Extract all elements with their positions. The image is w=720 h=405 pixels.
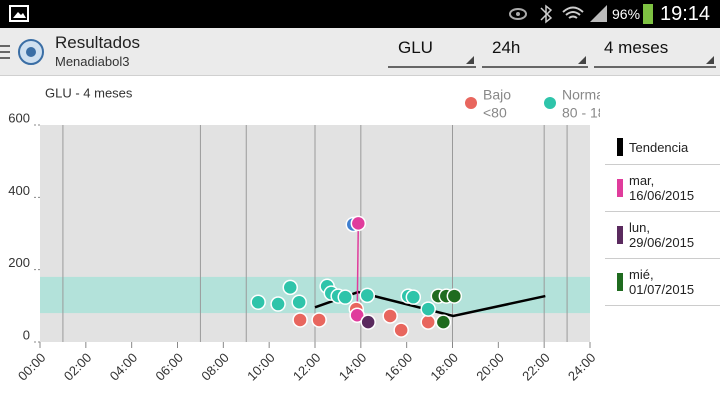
data-point <box>250 294 266 310</box>
x-tick-label: 04:00 <box>107 350 141 384</box>
x-tick-label: 06:00 <box>152 350 186 384</box>
battery-level: 96% <box>612 6 641 22</box>
chart-title: GLU - 4 meses <box>45 85 133 100</box>
app-bar: Resultados Menadiabol3 GLU 24h 4 meses <box>0 28 720 76</box>
x-tick-label: 22:00 <box>519 350 553 384</box>
legend-item[interactable]: lun, 29/06/2015 <box>605 212 720 259</box>
status-bar: 96% 19:14 <box>0 0 720 28</box>
chart: GLU - 4 meses 0 200 400 600 00:00 02:00 04:00 0… <box>8 85 600 384</box>
y-tick-label: 600 <box>8 110 30 125</box>
parameter-spinner[interactable]: GLU <box>388 38 476 68</box>
clock: 19:14 <box>660 3 711 25</box>
legend-marker <box>544 97 556 109</box>
legend-swatch <box>617 179 623 197</box>
data-point <box>282 279 298 296</box>
legend-label: Tendencia <box>629 139 689 155</box>
legend-swatch <box>617 273 623 291</box>
app-title: Resultados <box>55 33 141 52</box>
status-icons <box>9 4 653 24</box>
data-point <box>405 289 422 305</box>
data-point <box>292 312 308 328</box>
legend-swatch <box>617 226 623 244</box>
data-point <box>337 289 353 305</box>
period-spinner[interactable]: 24h <box>482 38 588 68</box>
legend-label: Normal <box>562 87 600 103</box>
legend-range: <80 <box>483 105 507 121</box>
x-tick-label: 02:00 <box>61 350 95 384</box>
data-point <box>350 215 367 232</box>
legend-label: mar, 16/06/2015 <box>629 173 695 203</box>
x-tick-label: 16:00 <box>382 350 416 384</box>
data-point <box>382 308 398 324</box>
data-point <box>393 322 409 338</box>
trend-line <box>356 223 360 316</box>
x-tick-label: 20:00 <box>473 350 507 384</box>
legend-range: 80 - 180 <box>562 105 600 121</box>
legend-item[interactable]: Tendencia <box>605 130 720 165</box>
data-point <box>291 294 307 310</box>
range-spinner[interactable]: 4 meses <box>594 38 716 68</box>
legend-swatch <box>617 138 623 156</box>
legend-marker <box>465 97 477 109</box>
y-tick-label: 400 <box>8 183 30 198</box>
legend-item[interactable]: mié, 01/07/2015 <box>605 259 720 306</box>
legend-label: lun, 29/06/2015 <box>629 220 695 250</box>
legend-label: Bajo <box>483 87 511 103</box>
legend-item[interactable]: mar, 16/06/2015 <box>605 165 720 212</box>
data-point <box>359 287 375 304</box>
y-tick-label: 0 <box>23 327 30 342</box>
x-tick-label: 10:00 <box>244 350 278 384</box>
x-tick-label: 08:00 <box>198 350 232 384</box>
data-point <box>311 312 327 328</box>
data-point <box>435 314 452 330</box>
data-point <box>446 288 463 304</box>
x-tick-label: 12:00 <box>290 350 324 384</box>
app-logo[interactable] <box>0 28 50 76</box>
data-point <box>360 314 376 330</box>
side-legend: Tendencia mar, 16/06/2015 lun, 29/06/2015 m… <box>605 130 720 306</box>
app-subtitle: Menadiabol3 <box>55 54 130 69</box>
data-point <box>270 296 286 312</box>
data-point <box>349 307 365 323</box>
x-tick-label: 14:00 <box>336 350 370 384</box>
x-tick-label: 00:00 <box>15 350 49 384</box>
y-tick-label: 200 <box>8 255 30 270</box>
x-tick-label: 18:00 <box>427 350 461 384</box>
legend-label: mié, 01/07/2015 <box>629 267 695 297</box>
x-tick-label: 24:00 <box>565 350 599 384</box>
data-point <box>420 301 436 317</box>
data-point <box>420 314 436 330</box>
